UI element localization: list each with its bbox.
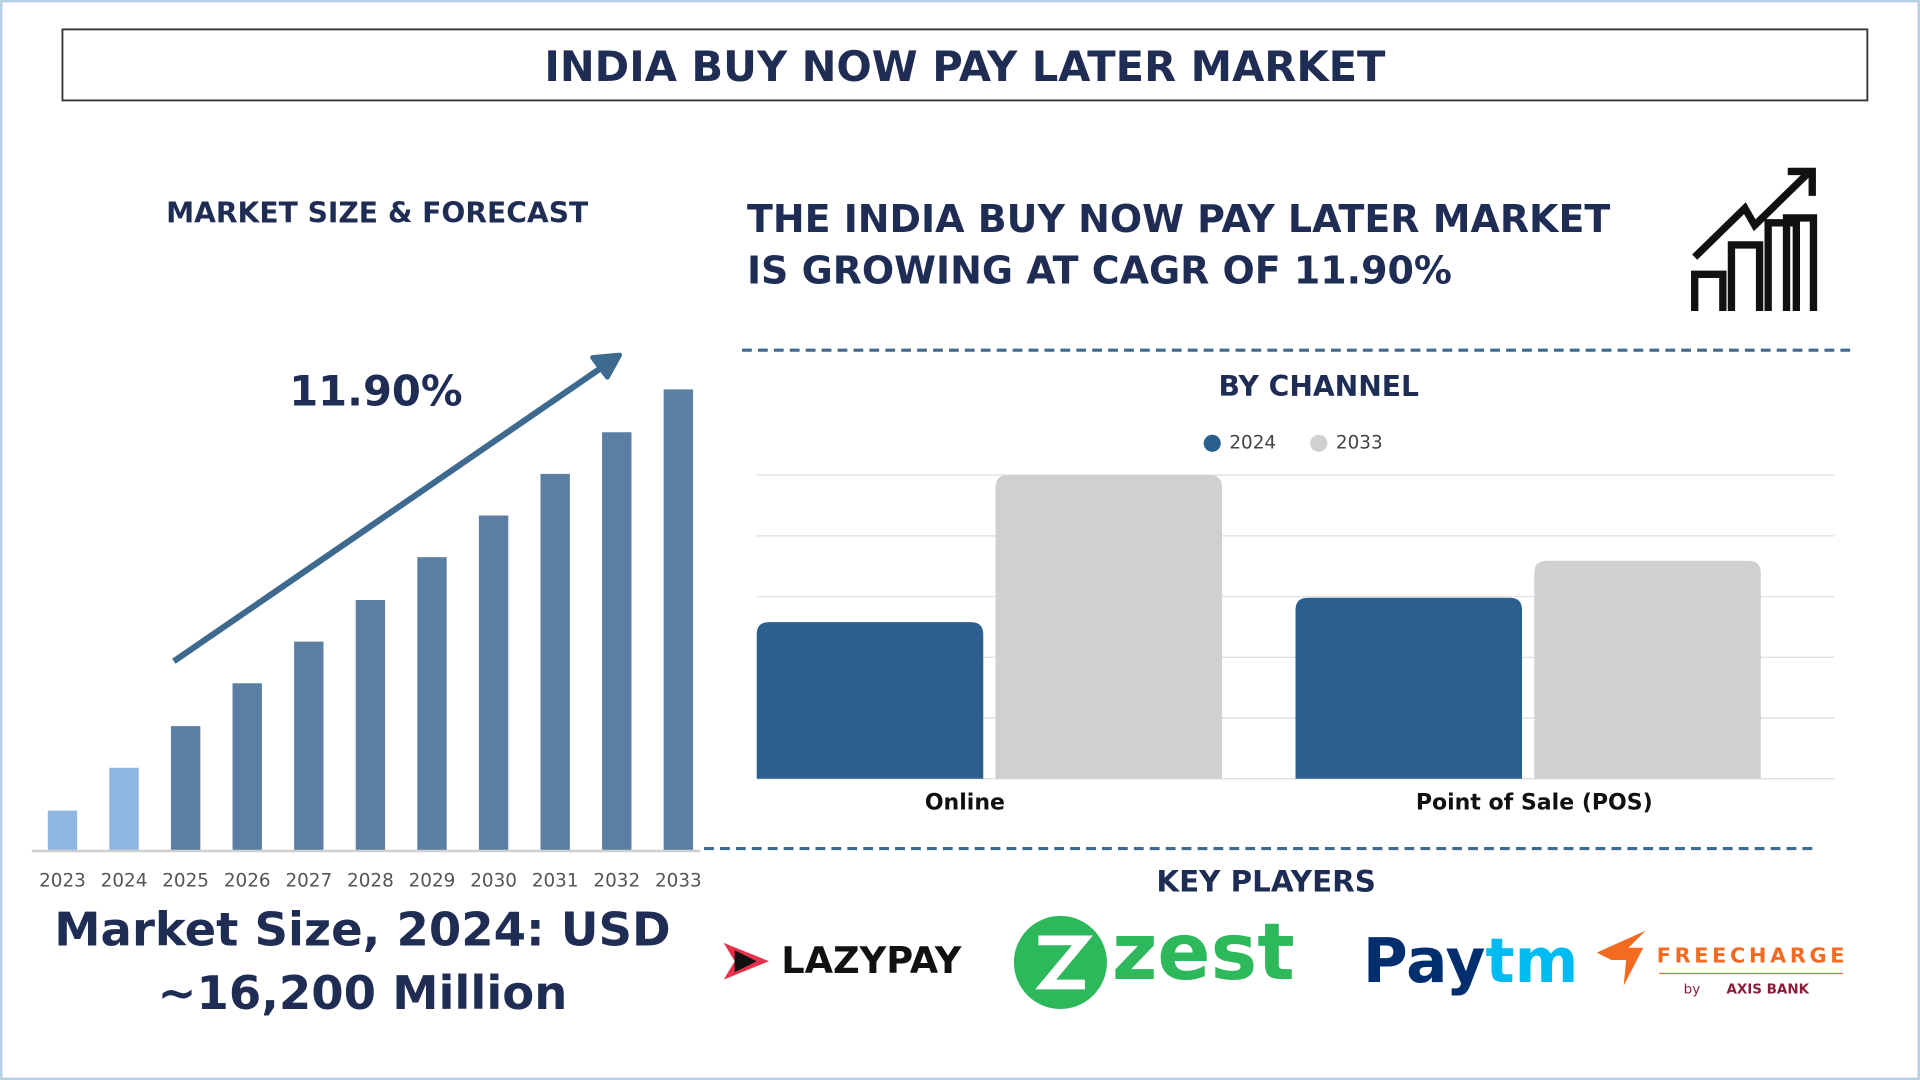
paytm-logo: Paytm [1363, 925, 1579, 996]
x-tick-label: 2033 [655, 871, 702, 892]
bar [355, 600, 386, 852]
x-tick-label: 2026 [224, 871, 271, 892]
left-heading: MARKET SIZE & FORECAST [166, 196, 589, 229]
headline: THE INDIA BUY NOW PAY LATER MARKET [747, 197, 1610, 241]
legend-swatch [1203, 434, 1221, 452]
bar [417, 557, 447, 852]
cagr-annotation: 11.90% [289, 366, 462, 415]
trend-arrow [172, 361, 610, 664]
paytm-part: tm [1485, 925, 1578, 996]
freecharge-by: by [1684, 982, 1701, 997]
bar [1295, 597, 1523, 779]
x-tick-label: Online [925, 790, 1005, 815]
legend-label: 2024 [1229, 432, 1276, 453]
bar [478, 515, 509, 852]
bar [109, 767, 139, 852]
x-tick-label: 2032 [593, 871, 640, 892]
headline: IS GROWING AT CAGR OF 11.90% [747, 249, 1452, 293]
x-tick-label: 2028 [347, 871, 394, 892]
bar [540, 473, 570, 852]
bar [170, 726, 201, 852]
bar [294, 641, 324, 852]
bar [756, 622, 984, 779]
growth-icon [1691, 167, 1818, 312]
lazypay-text: LAZYPAY [781, 939, 961, 982]
market-size: ~16,200 Million [158, 966, 568, 1020]
x-tick-label: 2030 [470, 871, 517, 892]
key-players-heading: KEY PLAYERS [1156, 864, 1376, 898]
freecharge-logo: FREECHARGE by AXIS BANK [1596, 930, 1848, 997]
x-tick-label: 2027 [285, 871, 332, 892]
bar [47, 810, 78, 852]
trend-arrow-head [590, 352, 623, 380]
x-tick-label: 2024 [101, 871, 148, 892]
zest-logo: zest [1013, 907, 1295, 1009]
bar [232, 683, 262, 852]
x-tick-label: 2023 [39, 871, 86, 892]
x-tick-label: 2025 [162, 871, 209, 892]
bar [663, 389, 694, 852]
chart-title: BY CHANNEL [1219, 370, 1419, 403]
zest-text: zest [1112, 907, 1295, 998]
x-tick-label: 2031 [532, 871, 579, 892]
freecharge-text: FREECHARGE [1657, 943, 1848, 967]
page-title: INDIA BUY NOW PAY LATER MARKET [544, 42, 1386, 91]
x-tick-label: Point of Sale (POS) [1416, 790, 1653, 815]
legend-label: 2033 [1336, 432, 1383, 453]
lazypay-logo: LAZYPAY [723, 939, 962, 982]
legend-swatch [1310, 434, 1328, 452]
market-size: Market Size, 2024: USD [54, 903, 670, 957]
paytm-part: Pay [1363, 925, 1486, 996]
axis-bank: AXIS BANK [1727, 982, 1810, 997]
bar [1534, 560, 1761, 779]
title-box [61, 28, 1869, 102]
bar [995, 475, 1223, 779]
x-tick-label: 2029 [409, 871, 456, 892]
bar [602, 432, 632, 852]
